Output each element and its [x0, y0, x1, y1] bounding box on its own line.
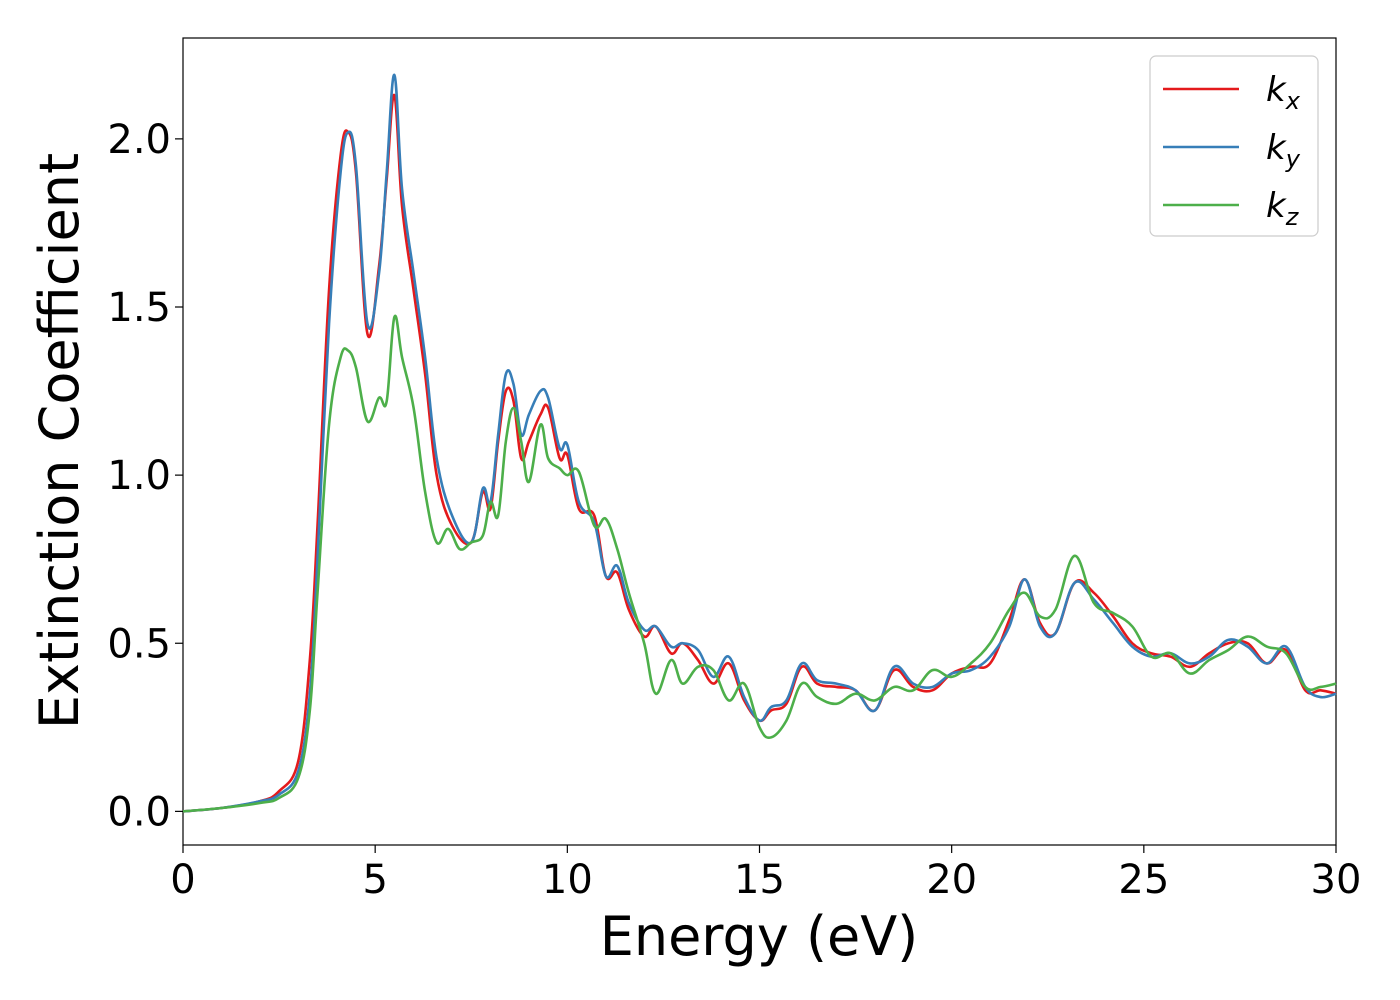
- y-axis-label: Extinction Coefficient: [28, 153, 91, 729]
- x-tick-label: 25: [1118, 857, 1169, 903]
- legend-label-z: kz: [1266, 186, 1300, 231]
- x-tick-label: 30: [1311, 857, 1362, 903]
- x-tick-label: 10: [542, 857, 593, 903]
- y-tick-label: 2.0: [107, 117, 171, 163]
- series-group: [182, 73, 1337, 813]
- x-tick-label: 20: [926, 857, 977, 903]
- plot-area: [182, 37, 1337, 846]
- x-tick-label: 0: [170, 857, 195, 903]
- x-axis-ticks: 0 5 10 15 20 25 30: [170, 845, 1361, 903]
- series-line-x: [182, 93, 1337, 813]
- y-tick-label: 1.0: [107, 453, 171, 499]
- y-tick-label: 0.5: [107, 621, 171, 667]
- y-tick-label: 0.0: [107, 789, 171, 835]
- x-tick-label: 15: [734, 857, 785, 903]
- series-line-z: [182, 314, 1337, 813]
- legend-label-y: ky: [1266, 128, 1301, 173]
- x-axis-label: Energy (eV): [600, 905, 919, 968]
- x-tick-label: 5: [362, 857, 387, 903]
- y-axis-ticks: 0.0 0.5 1.0 1.5 2.0: [107, 117, 183, 835]
- legend-label-x: kx: [1266, 70, 1301, 115]
- legend: kx ky kz: [1149, 55, 1319, 237]
- y-tick-label: 1.5: [107, 285, 171, 331]
